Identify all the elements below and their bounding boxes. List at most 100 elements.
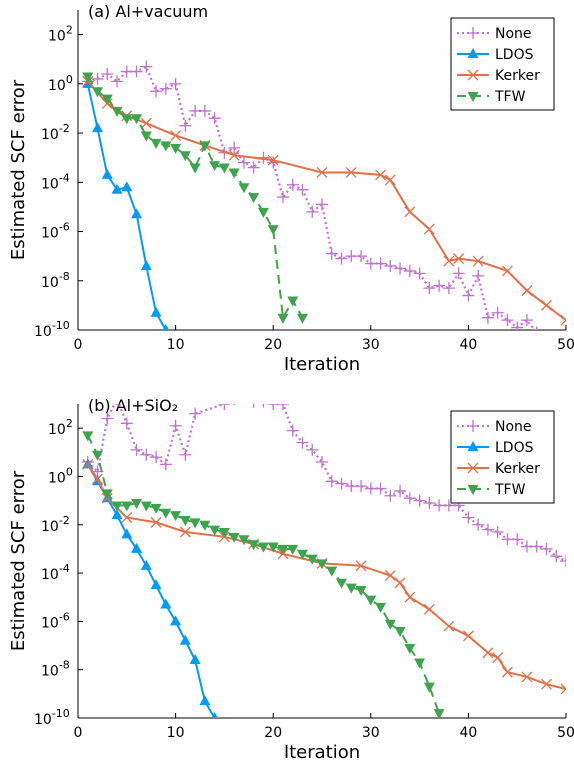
data-point-ldos xyxy=(111,183,123,194)
data-point-none xyxy=(140,448,153,461)
data-point-ldos xyxy=(140,559,152,570)
data-point-none xyxy=(325,247,338,260)
x-tick-label: 20 xyxy=(264,337,282,353)
data-point-none xyxy=(530,540,543,553)
data-point-none xyxy=(511,321,524,330)
data-point-ldos xyxy=(82,458,94,469)
data-point-none xyxy=(501,314,514,327)
data-point-none xyxy=(520,314,533,327)
x-tick-label: 30 xyxy=(362,725,380,741)
data-point-none xyxy=(403,264,416,277)
x-tick-label: 0 xyxy=(74,337,83,353)
x-tick-label: 10 xyxy=(167,337,185,353)
data-point-kerker xyxy=(316,167,328,178)
data-point-none xyxy=(120,417,133,430)
y-tick-label: 10-8 xyxy=(41,659,70,680)
data-point-ldos xyxy=(199,695,211,706)
data-point-none xyxy=(253,404,255,408)
data-point-tfw xyxy=(394,627,406,638)
data-point-none xyxy=(267,404,280,410)
y-tick-label: 10-8 xyxy=(41,270,70,291)
data-point-ldos xyxy=(179,634,191,645)
data-point-none xyxy=(433,279,446,292)
data-point-ldos xyxy=(162,324,170,330)
data-point-none xyxy=(491,306,504,319)
y-tick-label: 10-6 xyxy=(41,221,70,242)
data-point-none xyxy=(472,269,485,282)
data-point-kerker xyxy=(384,174,396,186)
data-point-tfw xyxy=(267,225,279,236)
data-point-kerker xyxy=(423,603,435,615)
data-point-tfw xyxy=(375,602,387,613)
data-point-tfw xyxy=(316,559,328,570)
data-point-kerker xyxy=(501,265,513,277)
data-point-tfw xyxy=(336,578,348,589)
y-tick-label: 10-10 xyxy=(34,707,70,728)
data-point-kerker xyxy=(482,647,494,659)
data-point-ldos xyxy=(131,208,143,219)
legend-box xyxy=(450,17,555,111)
data-point-none xyxy=(286,424,299,437)
data-point-none xyxy=(540,542,553,555)
y-tick-label: 10-6 xyxy=(41,610,70,631)
data-point-tfw xyxy=(414,658,426,669)
data-point-kerker xyxy=(404,591,416,603)
data-point-none xyxy=(560,555,566,567)
data-point-kerker xyxy=(82,458,94,470)
data-point-tfw xyxy=(199,141,211,152)
data-point-tfw xyxy=(228,532,240,543)
data-point-none xyxy=(355,250,368,263)
data-point-tfw xyxy=(189,518,201,529)
data-point-tfw xyxy=(238,535,250,546)
data-point-tfw xyxy=(267,542,279,553)
panel-title: (b) Al+SiO₂ xyxy=(88,396,178,415)
data-point-none xyxy=(394,262,407,275)
data-point-tfw xyxy=(92,87,104,98)
y-tick-label: 102 xyxy=(48,24,73,45)
data-point-ldos xyxy=(131,542,143,553)
legend-marker-ldos xyxy=(467,48,479,58)
data-point-tfw xyxy=(277,544,289,555)
y-tick-label: 100 xyxy=(48,465,73,486)
data-point-none xyxy=(237,156,250,169)
data-point-tfw xyxy=(404,643,416,654)
data-point-ldos xyxy=(121,528,133,539)
data-point-none xyxy=(511,533,524,546)
legend-marker-none xyxy=(467,27,479,39)
data-point-none xyxy=(462,511,475,524)
y-tick-label: 10-2 xyxy=(41,514,70,535)
series-line-none xyxy=(87,65,537,330)
data-point-tfw xyxy=(92,450,104,461)
data-point-none xyxy=(452,267,465,280)
data-point-kerker xyxy=(472,255,484,267)
data-point-kerker xyxy=(384,570,396,581)
data-point-none xyxy=(306,205,319,218)
data-point-none xyxy=(238,386,250,398)
data-point-tfw xyxy=(238,183,250,194)
data-point-none xyxy=(374,482,387,495)
data-point-tfw xyxy=(248,193,260,204)
y-tick-label: 100 xyxy=(48,73,73,94)
data-point-none xyxy=(140,60,153,73)
data-point-none xyxy=(179,119,192,132)
data-point-tfw xyxy=(121,114,133,125)
data-point-tfw xyxy=(326,566,338,577)
data-point-tfw xyxy=(296,549,308,560)
data-point-none xyxy=(316,198,328,211)
legend: None LDOS Kerker TFW xyxy=(450,410,555,504)
data-point-none xyxy=(325,475,338,488)
data-point-none xyxy=(374,257,387,270)
legend-label-kerker: Kerker xyxy=(495,461,540,477)
data-point-kerker xyxy=(404,206,416,218)
data-point-tfw xyxy=(296,313,308,324)
data-point-none xyxy=(491,526,504,539)
data-point-tfw xyxy=(101,94,113,105)
data-point-none xyxy=(179,448,192,461)
data-point-kerker xyxy=(423,223,435,235)
data-point-tfw xyxy=(160,141,172,152)
data-point-ldos xyxy=(189,654,201,665)
data-point-none xyxy=(276,191,289,204)
data-point-none xyxy=(247,161,260,174)
data-point-tfw xyxy=(218,163,230,174)
